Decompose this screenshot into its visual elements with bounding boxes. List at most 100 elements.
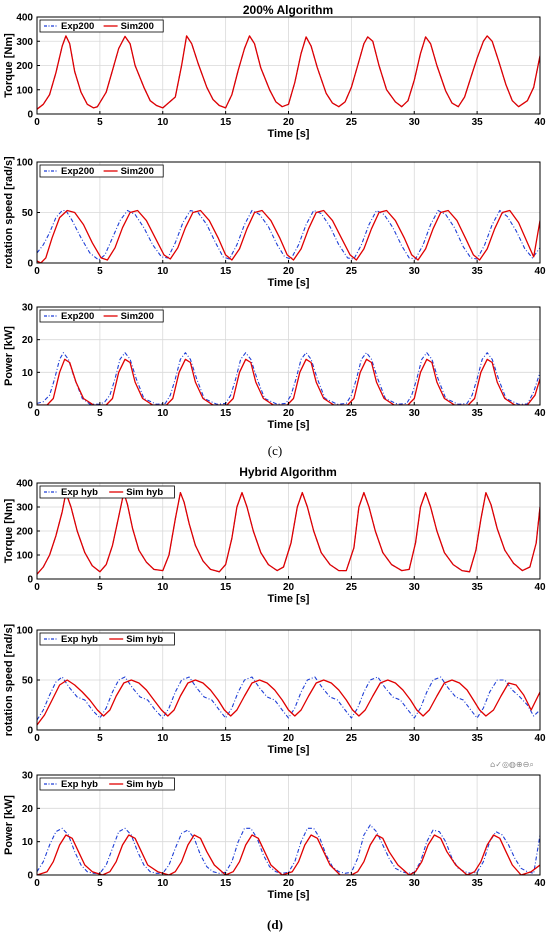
y-tick-label: 0 — [27, 726, 33, 737]
legend: Exp200 Sim200 — [39, 164, 164, 178]
x-axis-label: Time [s] — [268, 128, 310, 140]
x-axis-label: Time [s] — [268, 744, 310, 756]
y-axis-label: rotation speed [rad/s] — [3, 156, 15, 269]
x-tick-label: 30 — [409, 408, 421, 419]
x-tick-label: 10 — [157, 117, 169, 128]
legend-label: Exp200 — [61, 311, 94, 322]
x-tick-label: 5 — [97, 117, 103, 128]
legend-box — [39, 777, 175, 791]
series-line-exp200 — [37, 352, 540, 405]
x-tick-label: 25 — [346, 582, 358, 593]
legend-label: Sim hyb — [126, 634, 163, 645]
y-tick-label: 30 — [22, 771, 34, 782]
legend-label: Sim200 — [121, 166, 154, 177]
legend-box — [39, 485, 175, 499]
y-axis-label: rotation speed [rad/s] — [3, 623, 15, 736]
x-tick-label: 35 — [472, 733, 484, 744]
legend-box — [39, 19, 164, 33]
y-tick-label: 400 — [16, 13, 33, 24]
x-tick-label: 5 — [97, 408, 103, 419]
x-tick-label: 30 — [409, 733, 421, 744]
x-tick-label: 15 — [220, 117, 232, 128]
x-tick-label: 40 — [534, 582, 546, 593]
x-axis-label: Time [s] — [268, 593, 310, 605]
legend: Exp hyb Sim hyb — [39, 485, 175, 499]
x-tick-label: 25 — [346, 733, 358, 744]
x-tick-label: 30 — [409, 117, 421, 128]
y-tick-label: 50 — [22, 676, 34, 687]
y-tick-label: 0 — [27, 871, 33, 882]
legend-label: Sim200 — [121, 311, 154, 322]
chart-c2: 0 5 10 15 20 25 30 35 40 0 50 100 Time [s] rotation s… — [3, 156, 546, 289]
y-axis-label: Power [kW] — [3, 795, 15, 855]
legend-label: Sim200 — [121, 21, 154, 32]
y-tick-label: 100 — [16, 626, 33, 637]
figure-d-caption: (d) — [267, 917, 283, 932]
y-tick-label: 10 — [22, 837, 34, 848]
x-tick-label: 20 — [283, 408, 295, 419]
series-line-exp-hyb — [37, 676, 540, 721]
x-tick-label: 10 — [157, 408, 169, 419]
y-tick-label: 300 — [16, 503, 33, 514]
legend: Exp200 Sim200 — [39, 19, 164, 33]
y-tick-label: 20 — [22, 804, 34, 815]
x-tick-label: 0 — [34, 266, 40, 277]
x-axis-label: Time [s] — [268, 277, 310, 289]
x-tick-label: 40 — [534, 266, 546, 277]
y-tick-label: 100 — [16, 158, 33, 169]
y-tick-label: 10 — [22, 368, 34, 379]
y-tick-label: 50 — [22, 208, 34, 219]
x-tick-label: 35 — [472, 582, 484, 593]
x-axis-label: Time [s] — [268, 419, 310, 431]
x-tick-label: 25 — [346, 408, 358, 419]
series-line-sim-hyb — [37, 491, 540, 575]
x-tick-label: 0 — [34, 117, 40, 128]
x-tick-label: 10 — [157, 878, 169, 889]
x-tick-label: 5 — [97, 582, 103, 593]
x-tick-label: 20 — [283, 582, 295, 593]
x-tick-label: 10 — [157, 582, 169, 593]
x-tick-label: 10 — [157, 266, 169, 277]
x-tick-label: 30 — [409, 878, 421, 889]
figure-c-caption: (c) — [268, 443, 282, 458]
x-tick-label: 35 — [472, 117, 484, 128]
legend: Exp hyb Sim hyb — [39, 777, 175, 791]
series-line-sim200 — [37, 35, 540, 110]
legend-box — [39, 309, 164, 323]
plot-toolbar-icons[interactable]: ⌂✓◎◍⊕⊖⌕ — [490, 760, 534, 769]
x-tick-label: 15 — [220, 582, 232, 593]
x-tick-label: 25 — [346, 878, 358, 889]
legend-box — [39, 632, 175, 646]
legend-label: Exp200 — [61, 21, 94, 32]
y-tick-label: 200 — [16, 527, 33, 538]
y-tick-label: 0 — [27, 259, 33, 270]
x-tick-label: 40 — [534, 733, 546, 744]
x-tick-label: 0 — [34, 733, 40, 744]
x-tick-label: 30 — [409, 266, 421, 277]
x-tick-label: 15 — [220, 266, 232, 277]
legend-label: Exp hyb — [61, 779, 98, 790]
legend-label: Sim hyb — [126, 487, 163, 498]
x-tick-label: 0 — [34, 582, 40, 593]
y-axis-label: Power [kW] — [3, 326, 15, 386]
y-axis-label: Torque [Nm] — [3, 498, 15, 563]
x-tick-label: 15 — [220, 733, 232, 744]
figure-c-title: 200% Algorithm — [243, 3, 333, 17]
legend-label: Sim hyb — [126, 779, 163, 790]
x-tick-label: 15 — [220, 408, 232, 419]
x-tick-label: 30 — [409, 582, 421, 593]
x-tick-label: 35 — [472, 266, 484, 277]
series-line-sim200 — [37, 358, 540, 405]
legend-label: Exp hyb — [61, 634, 98, 645]
x-tick-label: 0 — [34, 408, 40, 419]
x-tick-label: 20 — [283, 733, 295, 744]
x-tick-label: 40 — [534, 117, 546, 128]
y-axis-label: Torque [Nm] — [3, 33, 15, 98]
x-tick-label: 40 — [534, 878, 546, 889]
x-axis-label: Time [s] — [268, 889, 310, 901]
x-tick-label: 25 — [346, 117, 358, 128]
y-tick-label: 100 — [16, 551, 33, 562]
legend-label: Exp200 — [61, 166, 94, 177]
x-tick-label: 20 — [283, 266, 295, 277]
